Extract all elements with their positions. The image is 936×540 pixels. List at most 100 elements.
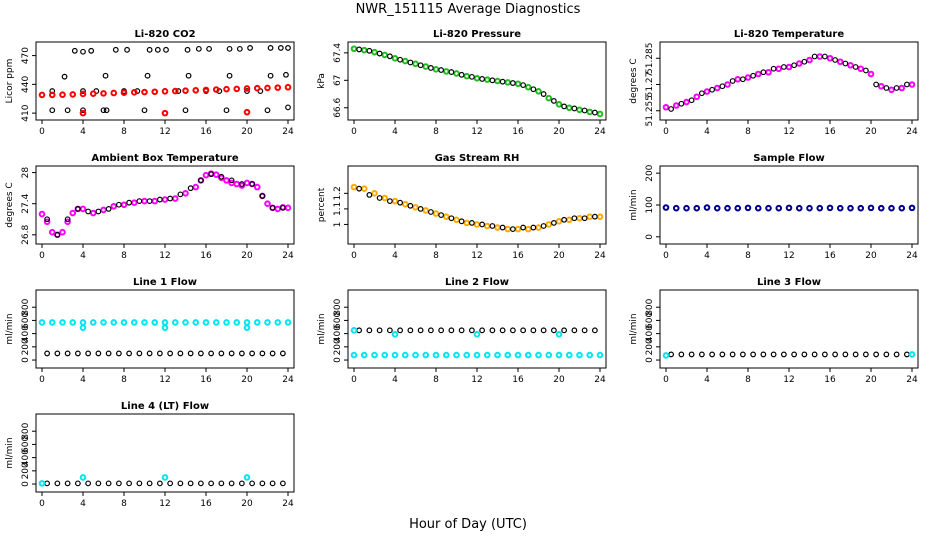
data-point [586, 213, 594, 220]
x-tick-label: 12 [471, 375, 482, 385]
data-point [218, 480, 225, 487]
data-point [197, 177, 204, 184]
data-point [228, 350, 235, 357]
x-tick-label: 8 [121, 251, 127, 261]
data-point [71, 47, 78, 54]
data-point [103, 107, 110, 114]
data-point [184, 46, 191, 53]
data-point [550, 98, 557, 104]
data-point [571, 327, 578, 334]
data-point [729, 78, 736, 84]
data-point [427, 209, 434, 215]
data-point [489, 77, 496, 84]
data-point [79, 324, 87, 331]
data-point [806, 56, 813, 64]
data-point [38, 480, 46, 487]
data-point [110, 319, 118, 326]
data-point [683, 98, 690, 106]
data-point [688, 351, 695, 358]
data-point [79, 205, 87, 213]
data-point [770, 351, 777, 358]
data-point [847, 204, 854, 212]
data-point [212, 171, 220, 178]
data-point [223, 107, 230, 114]
data-point [468, 327, 475, 334]
data-point [571, 105, 578, 112]
x-tick-label: 16 [200, 127, 212, 137]
y-tick-label: 200 [21, 338, 31, 355]
data-point [780, 351, 787, 358]
data-point [79, 319, 87, 326]
data-point [473, 330, 481, 338]
data-point [811, 53, 818, 60]
y-axis-label: degrees C [5, 182, 15, 227]
x-tick-label: 4 [704, 251, 710, 261]
data-point [698, 351, 705, 358]
data-point [238, 350, 245, 357]
data-point [540, 327, 547, 334]
data-point [561, 327, 568, 334]
data-point [893, 351, 900, 358]
data-point [233, 85, 241, 93]
data-point [161, 196, 169, 203]
y-tick-label: 200 [645, 164, 655, 181]
data-point [182, 190, 189, 197]
data-point [85, 208, 92, 215]
data-point [366, 327, 373, 334]
panel-title: Li-820 Temperature [734, 29, 844, 40]
data-point [192, 87, 200, 94]
y-axis-label: ml/min [5, 437, 15, 468]
data-point [269, 350, 276, 357]
data-point [212, 319, 220, 326]
data-point [883, 351, 890, 358]
data-point [520, 224, 527, 231]
data-point [765, 68, 772, 76]
data-point [267, 72, 274, 79]
data-point [187, 185, 194, 192]
panel-sampleflow: Sample Flow 0 4 8 12 16 20 24 0 100 200 ml/min [629, 153, 919, 261]
data-point [208, 480, 215, 487]
data-point [284, 319, 292, 326]
data-point [407, 202, 414, 209]
data-point [247, 45, 253, 51]
data-point [167, 195, 174, 202]
data-point [540, 91, 547, 97]
data-point [259, 350, 266, 357]
data-point [683, 204, 690, 212]
data-point [898, 84, 906, 92]
data-point [545, 94, 553, 102]
data-point [110, 89, 118, 97]
data-point [821, 53, 828, 60]
data-point [770, 65, 777, 72]
data-point [366, 47, 373, 54]
x-tick-label: 8 [121, 127, 127, 137]
data-point [852, 351, 859, 358]
data-point [473, 74, 481, 82]
data-point [520, 82, 527, 89]
data-point [126, 199, 133, 206]
data-point [555, 218, 563, 225]
data-point [662, 352, 670, 359]
data-point [197, 480, 204, 487]
data-point [662, 204, 670, 211]
data-point [161, 324, 169, 331]
data-point [59, 91, 66, 99]
data-point [80, 107, 86, 114]
data-point [442, 213, 450, 220]
y-tick-label: 0 [21, 357, 31, 363]
data-point [693, 204, 701, 212]
data-point [877, 204, 885, 212]
x-tick-label: 24 [594, 375, 606, 385]
data-point [734, 75, 742, 83]
data-point [576, 351, 583, 359]
data-point [463, 351, 471, 359]
data-point [249, 350, 256, 357]
data-point [724, 81, 731, 88]
data-point [780, 64, 787, 70]
data-point [279, 480, 286, 487]
data-point [243, 108, 251, 116]
data-point [514, 351, 522, 359]
data-point [535, 351, 542, 359]
data-point [187, 480, 194, 487]
x-tick-label: 4 [704, 375, 710, 385]
